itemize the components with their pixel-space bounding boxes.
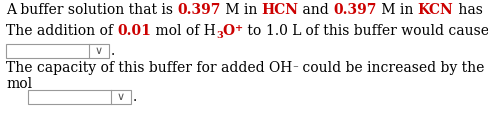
- Text: ⁻: ⁻: [292, 64, 298, 74]
- Text: M in: M in: [221, 3, 262, 17]
- Text: A buffer solution that is: A buffer solution that is: [6, 3, 177, 17]
- Text: 1.0 L: 1.0 L: [265, 24, 301, 38]
- Text: 3: 3: [216, 31, 223, 40]
- Text: ∨: ∨: [95, 46, 103, 56]
- Text: The capacity of this buffer for added OH: The capacity of this buffer for added OH: [6, 61, 292, 75]
- Text: HCN: HCN: [262, 3, 299, 17]
- Text: could be increased by the addition of: could be increased by the addition of: [298, 61, 488, 75]
- Text: to: to: [243, 24, 265, 38]
- Text: of this buffer would cause the pH to: of this buffer would cause the pH to: [301, 24, 488, 38]
- Text: .: .: [133, 90, 137, 104]
- Text: +: +: [235, 24, 243, 33]
- Text: The addition of: The addition of: [6, 24, 118, 38]
- Text: O: O: [223, 24, 235, 38]
- Text: and: and: [299, 3, 334, 17]
- Text: 0.01: 0.01: [118, 24, 151, 38]
- Text: .: .: [111, 44, 115, 58]
- Text: has a pH of: has a pH of: [453, 3, 488, 17]
- Text: mol of H: mol of H: [151, 24, 216, 38]
- Bar: [6, 44, 109, 58]
- Text: M in: M in: [377, 3, 418, 17]
- Text: 0.397: 0.397: [177, 3, 221, 17]
- Text: mol: mol: [6, 77, 32, 91]
- Bar: [28, 90, 131, 104]
- Text: ∨: ∨: [117, 92, 125, 102]
- Text: 0.397: 0.397: [334, 3, 377, 17]
- Text: KCN: KCN: [418, 3, 453, 17]
